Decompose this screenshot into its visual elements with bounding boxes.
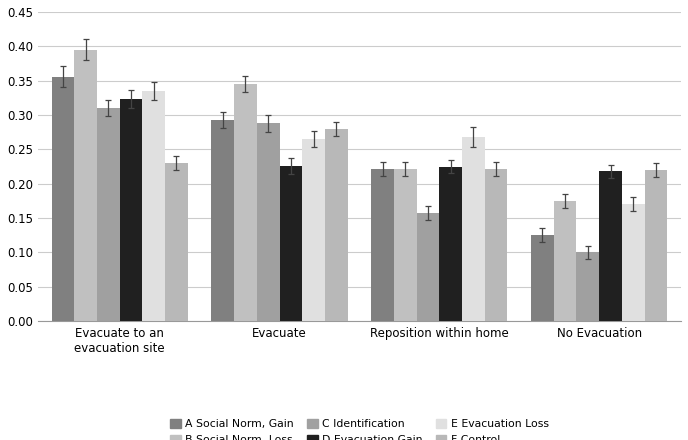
Bar [279, 166, 302, 321]
Bar [142, 91, 165, 321]
Bar [165, 163, 188, 321]
Bar [97, 108, 120, 321]
Bar [372, 169, 394, 321]
Bar [531, 235, 554, 321]
Bar [599, 172, 622, 321]
Bar [52, 77, 74, 321]
Legend: A Social Norm, Gain, B Social Norm, Loss, C Identification, D Evacuation Gain, E: A Social Norm, Gain, B Social Norm, Loss… [170, 419, 549, 440]
Bar [234, 84, 257, 321]
Bar [257, 123, 279, 321]
Bar [325, 129, 347, 321]
Bar [394, 169, 417, 321]
Bar [302, 139, 325, 321]
Bar [440, 167, 462, 321]
Bar [211, 120, 234, 321]
Bar [485, 169, 508, 321]
Bar [120, 99, 142, 321]
Bar [74, 50, 97, 321]
Bar [554, 201, 577, 321]
Bar [622, 204, 645, 321]
Bar [645, 170, 667, 321]
Bar [417, 213, 440, 321]
Bar [577, 253, 599, 321]
Bar [462, 137, 485, 321]
